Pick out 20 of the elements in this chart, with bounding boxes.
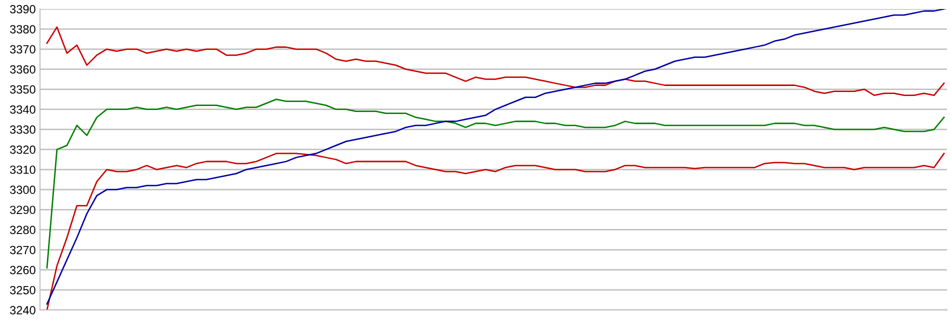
y-tick-label: 3280: [10, 226, 36, 234]
line-series: [46, 26, 945, 96]
line-series: [46, 98, 945, 269]
line-series: [46, 9, 945, 305]
y-tick-label: 3290: [10, 206, 36, 214]
y-tick-label: 3330: [10, 125, 36, 134]
y-tick-label: 3350: [10, 85, 36, 94]
y-tick-label: 3300: [10, 186, 36, 194]
y-tick-label: 3320: [10, 146, 36, 154]
y-tick-label: 3250: [10, 286, 36, 294]
y-tick-label: 3360: [10, 65, 36, 74]
y-tick-label: 3380: [10, 25, 36, 34]
y-tick-label: 3240: [10, 306, 36, 314]
y-tick-label: 3370: [10, 45, 36, 54]
y-tick-label: 3340: [10, 105, 36, 114]
y-tick-label: 3390: [10, 5, 36, 14]
y-tick-label: 3260: [10, 266, 36, 274]
y-tick-label: 3270: [10, 246, 36, 254]
line-series: [46, 152, 945, 310]
y-tick-label: 3310: [10, 166, 36, 174]
